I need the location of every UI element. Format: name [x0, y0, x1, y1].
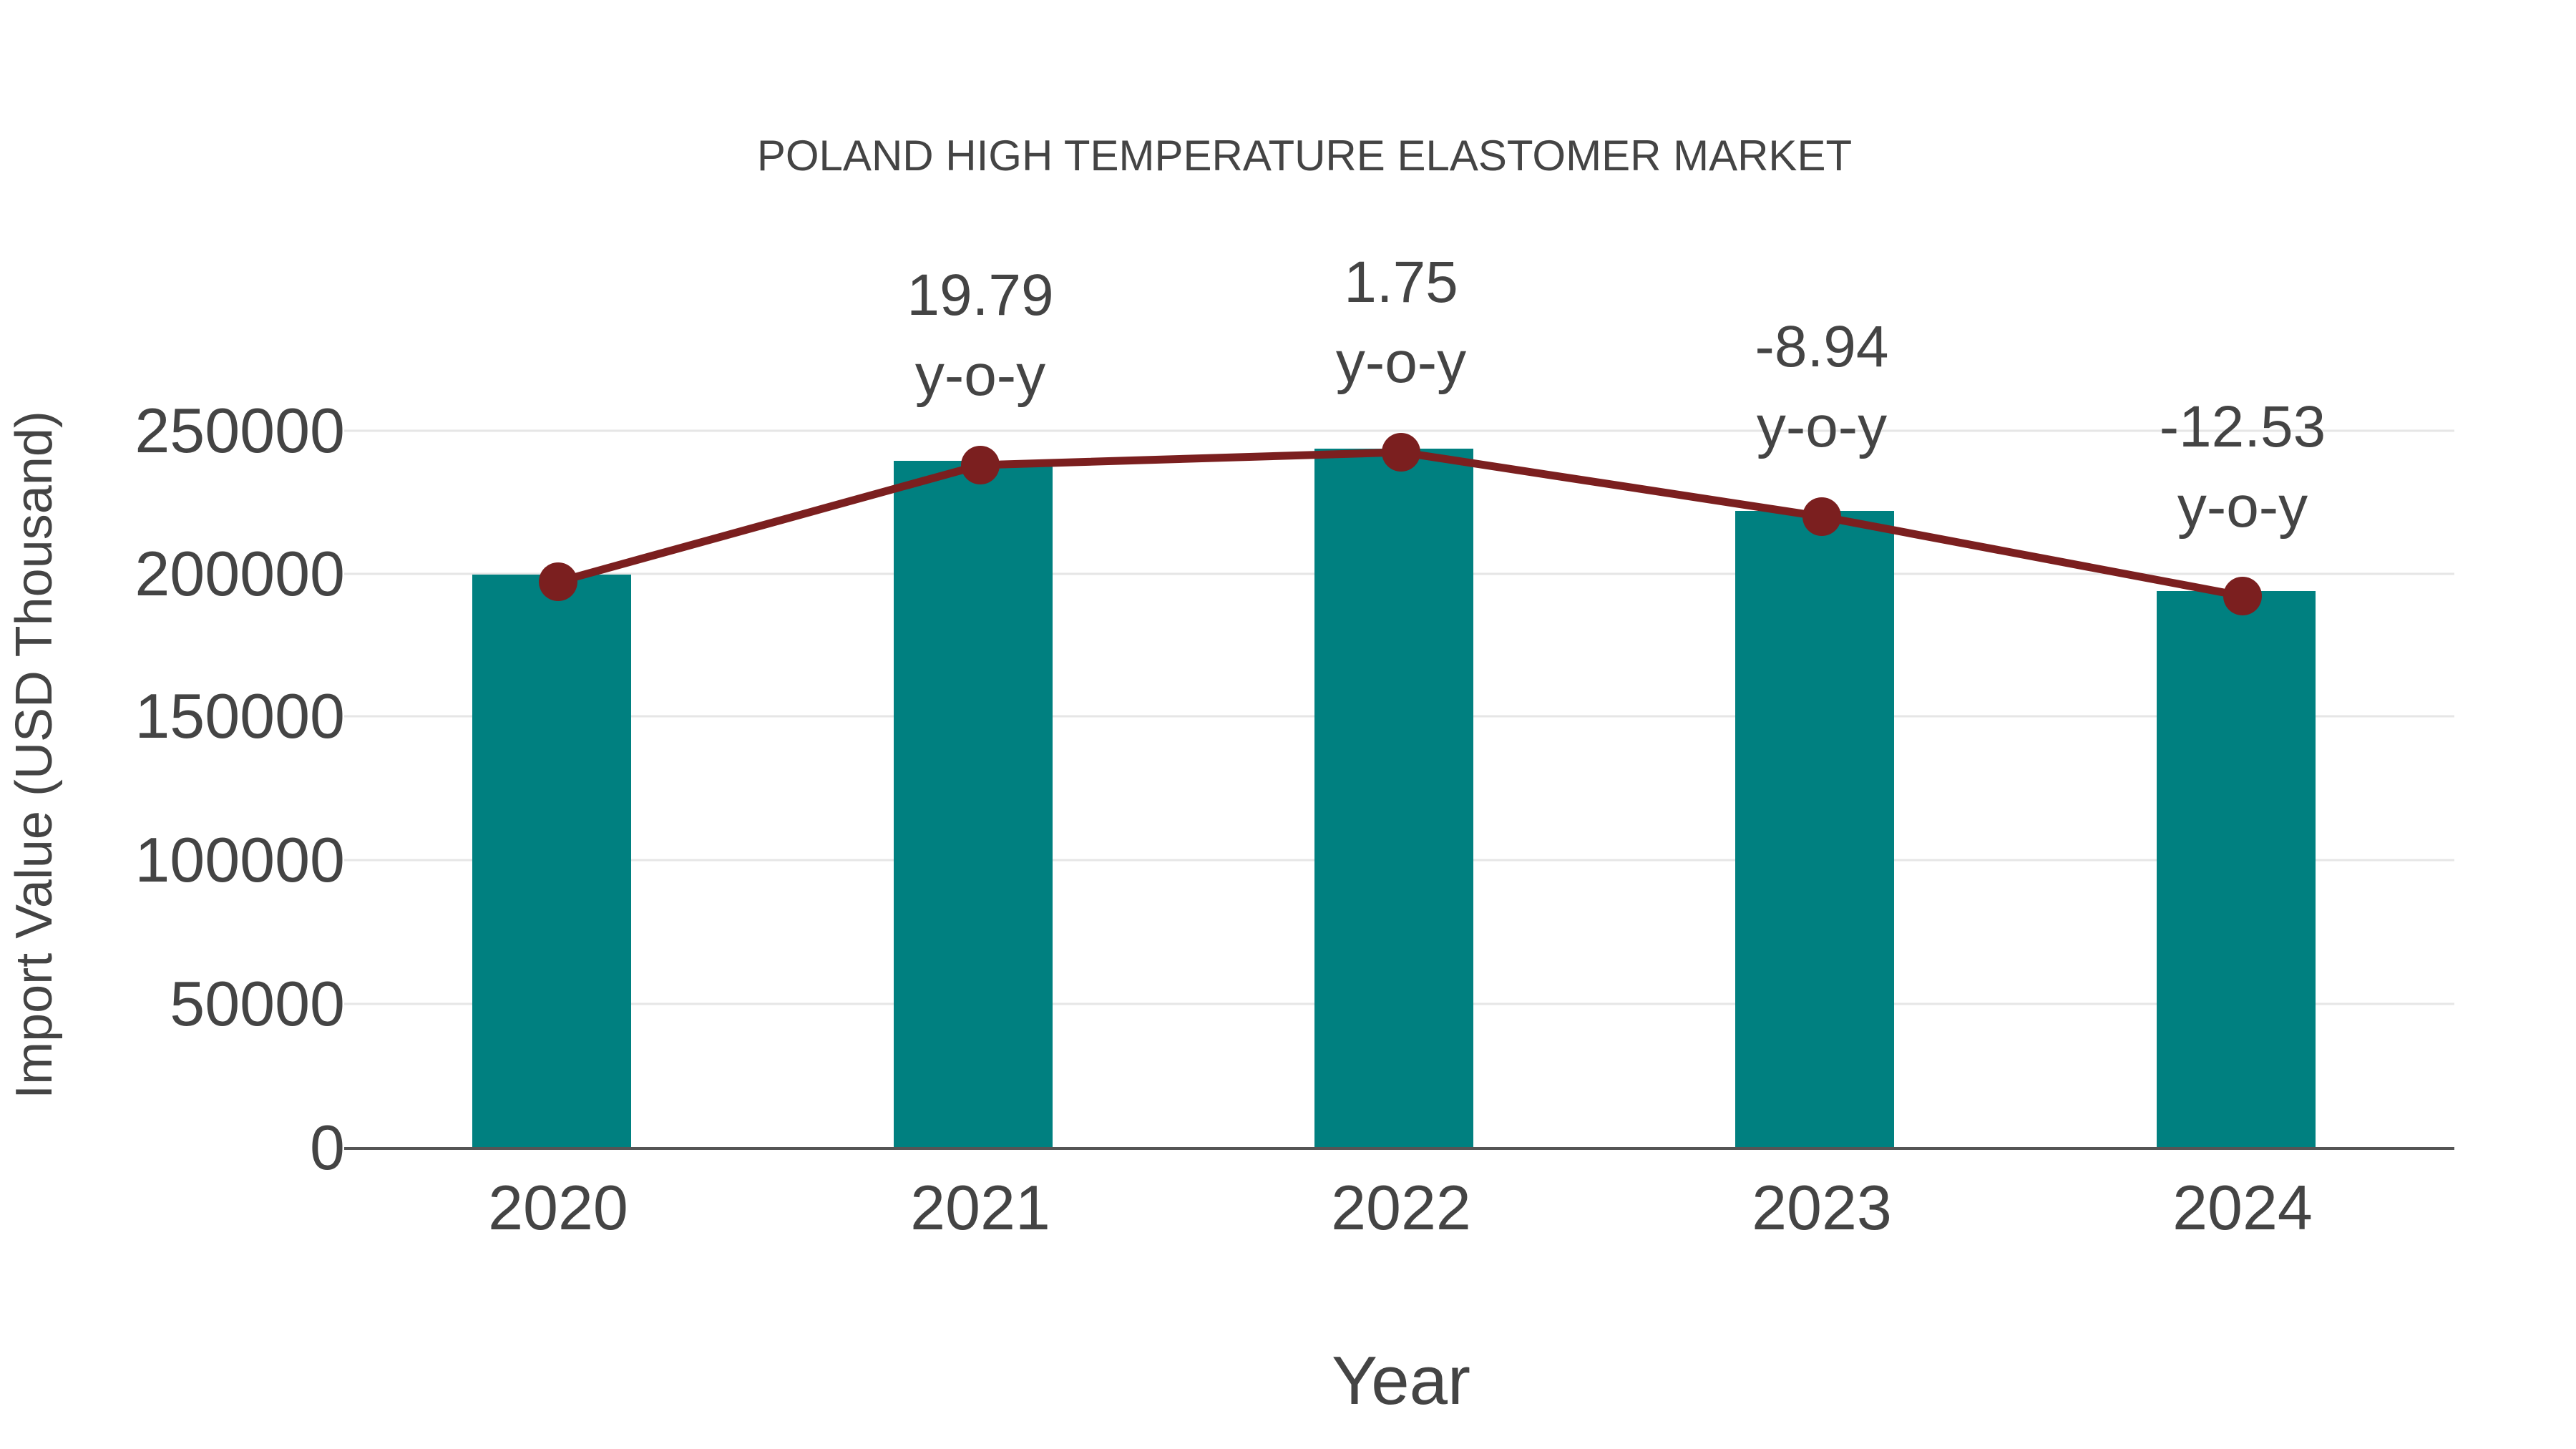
y-tick: 200000 [135, 538, 345, 609]
y-tick: 250000 [135, 395, 345, 466]
x-tick: 2020 [488, 1172, 628, 1243]
trend-marker [539, 562, 577, 601]
yoy-value: 19.79 [907, 263, 1053, 328]
bar-2023 [1735, 511, 1894, 1148]
trend-marker [961, 446, 1000, 484]
trend-marker [2223, 577, 2262, 615]
chart-title: POLAND HIGH TEMPERATURE ELASTOMER MARKET [757, 132, 1852, 180]
x-axis-label: Year [1332, 1342, 1470, 1419]
yoy-suffix: y-o-y [915, 343, 1045, 408]
y-axis-label: Import Value (USD Thousand) [6, 411, 63, 1099]
trend-marker [1802, 497, 1841, 536]
x-tick: 2024 [2172, 1172, 2313, 1243]
x-tick: 2021 [910, 1172, 1050, 1243]
x-tick: 2023 [1752, 1172, 1892, 1243]
bar-series [472, 449, 2316, 1148]
y-tick: 0 [310, 1112, 345, 1183]
y-tick: 150000 [135, 680, 345, 751]
bar-2020 [472, 575, 631, 1148]
y-axis-ticks: 0 50000 100000 150000 200000 250000 [135, 395, 345, 1183]
yoy-suffix: y-o-y [1336, 330, 1466, 395]
x-tick: 2022 [1331, 1172, 1471, 1243]
bar-2022 [1314, 449, 1473, 1148]
yoy-suffix: y-o-y [2177, 474, 2308, 540]
y-tick: 100000 [135, 824, 345, 895]
bar-2021 [894, 461, 1053, 1148]
bar-2024 [2157, 591, 2316, 1148]
yoy-annotations: 19.79 y-o-y 1.75 y-o-y -8.94 y-o-y -12.5… [907, 250, 2326, 540]
yoy-value: -12.53 [2160, 394, 2326, 459]
yoy-suffix: y-o-y [1757, 394, 1887, 459]
y-tick: 50000 [170, 968, 345, 1039]
trend-marker [1382, 433, 1420, 472]
trend-line-series [539, 433, 2262, 615]
yoy-value: 1.75 [1344, 250, 1458, 315]
x-axis-ticks: 2020 2021 2022 2023 2024 [488, 1172, 2313, 1243]
yoy-value: -8.94 [1755, 314, 1889, 379]
